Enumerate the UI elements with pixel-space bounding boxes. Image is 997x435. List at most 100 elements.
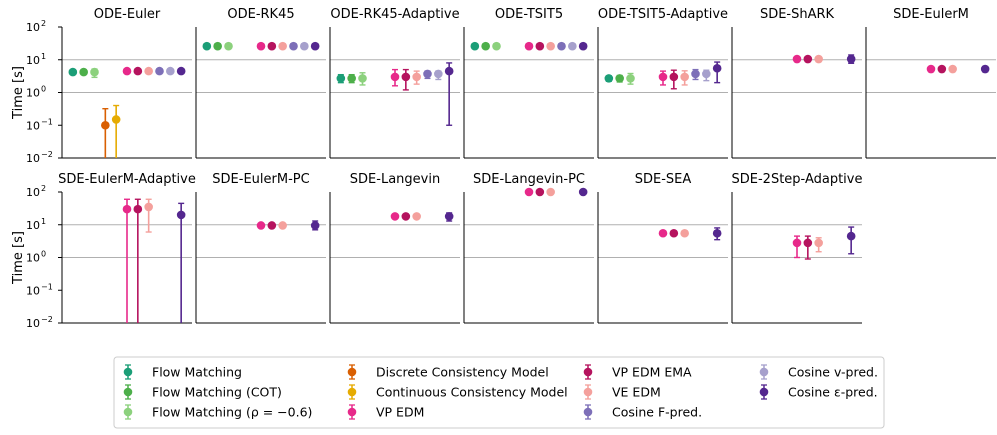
point-cosv — [434, 69, 443, 79]
point-cose — [176, 210, 186, 220]
point-vpedm — [256, 41, 266, 51]
point-fm — [202, 41, 212, 51]
point-vpedmema — [535, 187, 545, 197]
panel-title: SDE-EulerM — [893, 7, 969, 22]
legend-label: Flow Matching (COT) — [152, 385, 282, 400]
point-vpedmema — [133, 204, 143, 214]
point-veedm — [278, 41, 287, 51]
point-cose — [176, 66, 186, 76]
y-tick-exponent: 0 — [41, 250, 46, 259]
legend-item-cose: Cosine ε-pred. — [759, 384, 878, 400]
panel-title: SDE-SEA — [635, 172, 692, 187]
legend-marker — [347, 387, 357, 397]
point-cose — [310, 41, 320, 51]
legend-item-cosf: Cosine F-pred. — [583, 404, 702, 420]
y-tick-label: 10 — [26, 317, 40, 330]
panel-ode-rk45: ODE-RK45 — [195, 7, 326, 159]
point-vpedm — [390, 212, 400, 221]
legend-item-fmcot: Flow Matching (COT) — [123, 384, 282, 400]
point-veedm — [680, 228, 689, 238]
point-cosv — [568, 41, 577, 51]
legend-marker — [759, 367, 769, 377]
legend-marker — [347, 367, 357, 377]
panel-title: ODE-Euler — [94, 7, 161, 22]
point-cosf — [423, 69, 432, 79]
point-cosf — [691, 69, 700, 79]
y-tick-exponent: 0 — [41, 85, 46, 94]
point-fm — [68, 67, 78, 77]
panel-sde-langevin-pc: SDE-Langevin-PC — [463, 172, 594, 324]
point-veedm — [144, 202, 153, 212]
point-vpedm — [122, 66, 132, 76]
point-vpedmema — [937, 64, 947, 74]
legend-marker — [759, 387, 769, 397]
data-points — [122, 198, 186, 323]
panel-sde-langevin: SDE-Langevin — [329, 172, 460, 324]
point-vpedmema — [803, 238, 813, 248]
data-points — [390, 212, 454, 222]
legend-label: Cosine v-pred. — [788, 365, 878, 380]
point-cose — [578, 41, 588, 51]
point-veedm — [546, 187, 555, 197]
point-cose — [310, 221, 320, 230]
point-vpedmema — [669, 72, 679, 82]
point-fmcot — [615, 74, 624, 83]
point-veedm — [948, 64, 957, 74]
point-vpedm — [658, 72, 668, 82]
point-vpedmema — [267, 221, 277, 230]
panel-title: ODE-TSIT5 — [495, 7, 563, 22]
panel-sde-shark: SDE-ShARK — [731, 7, 862, 159]
legend-marker — [123, 367, 133, 377]
y-tick-label: 10 — [26, 119, 40, 132]
data-points — [604, 61, 722, 90]
legend-label: Flow Matching — [152, 365, 242, 380]
point-dcm — [101, 120, 110, 130]
panel-ode-rk45-adaptive: ODE-RK45-Adaptive — [329, 7, 460, 159]
point-vpedm — [926, 64, 936, 74]
data-points — [256, 220, 320, 231]
panel-title: SDE-EulerM-PC — [212, 172, 309, 187]
panel-title: SDE-Langevin — [350, 172, 440, 187]
legend-marker — [123, 387, 133, 397]
y-tick-exponent: 1 — [41, 217, 46, 226]
point-vpedmema — [803, 54, 813, 64]
legend-item-fmrho: Flow Matching (ρ = −0.6) — [123, 404, 312, 420]
y-tick-label: 10 — [26, 186, 40, 199]
point-veedm — [680, 72, 689, 82]
legend: Flow Matching Flow Matching (COT) Flow Mat… — [113, 356, 885, 429]
legend-label: VP EDM EMA — [612, 365, 692, 380]
legend-item-vpedm: VP EDM — [347, 404, 424, 420]
legend-item-vpedmema: VP EDM EMA — [583, 364, 692, 380]
point-vpedm — [122, 204, 132, 214]
panel-title: SDE-EulerM-Adaptive — [58, 172, 196, 187]
point-cosf — [289, 41, 298, 51]
legend-marker — [583, 367, 593, 377]
panel-title: SDE-2Step-Adaptive — [732, 172, 863, 187]
legend-item-fm: Flow Matching — [123, 364, 242, 380]
y-tick-exponent: 1 — [41, 52, 46, 61]
point-vpedm — [524, 187, 534, 197]
legend-label: Cosine F-pred. — [612, 405, 702, 420]
point-cose — [712, 228, 722, 238]
legend-item-veedm: VE EDM — [583, 384, 661, 400]
point-fmcot — [347, 74, 356, 83]
point-cose — [712, 63, 722, 73]
point-fmcot — [213, 41, 222, 51]
point-cosv — [300, 41, 309, 51]
point-cosf — [155, 66, 164, 76]
point-veedm — [814, 54, 823, 64]
point-vpedm — [658, 228, 668, 238]
point-fmrho — [626, 74, 635, 83]
panel-sde-eulerm: SDE-EulerM — [865, 7, 996, 159]
data-points — [470, 41, 588, 51]
data-points — [68, 66, 186, 158]
data-points — [202, 41, 320, 51]
point-fmcot — [481, 41, 490, 51]
legend-label: Flow Matching (ρ = −0.6) — [152, 405, 312, 420]
point-fmcot — [79, 67, 88, 77]
point-vpedmema — [669, 228, 679, 238]
legend-label: VE EDM — [612, 385, 661, 400]
point-cosf — [557, 41, 566, 51]
point-veedm — [278, 221, 287, 230]
